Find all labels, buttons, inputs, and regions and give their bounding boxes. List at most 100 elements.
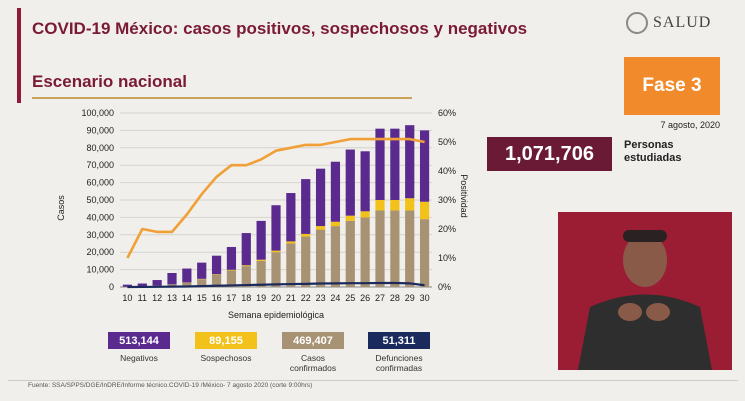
- y-tick-label: 60,000: [86, 178, 114, 188]
- bar-segment: [345, 220, 355, 287]
- bar-segment: [256, 259, 266, 261]
- sign-language-interpreter-video: [558, 212, 732, 370]
- bar-segment: [226, 270, 237, 287]
- y2-tick-label: 50%: [438, 137, 456, 147]
- bar-segment: [360, 151, 370, 212]
- bar-segment: [167, 272, 177, 285]
- bar-segment: [419, 201, 430, 220]
- bar-segment: [256, 220, 266, 260]
- x-tick-label: 13: [167, 293, 177, 303]
- bar-segment: [301, 179, 311, 234]
- stat-value: 89,155: [195, 332, 257, 349]
- stat-label: Defunciones confirmadas: [375, 353, 423, 373]
- bar-segment: [315, 229, 326, 287]
- y-tick-label: 0: [109, 282, 114, 292]
- x-tick-label: 21: [286, 293, 296, 303]
- y-tick-label: 100,000: [81, 108, 114, 118]
- stat-3: 51,311 Defunciones confirmadas: [368, 332, 430, 373]
- x-tick-label: 20: [271, 293, 281, 303]
- bar-segment: [286, 241, 296, 244]
- x-tick-label: 27: [375, 293, 385, 303]
- bar-segment: [405, 198, 415, 211]
- y-tick-label: 40,000: [86, 212, 114, 222]
- fase-badge: Fase 3: [624, 57, 720, 115]
- bar-segment: [241, 265, 251, 267]
- page-title: COVID-19 México: casos positivos, sospec…: [32, 19, 528, 38]
- stat-label: Casos confirmados: [289, 353, 337, 373]
- bar-segment: [241, 233, 251, 266]
- footer-divider: [8, 380, 738, 381]
- bar-segment: [330, 221, 341, 227]
- x-tick-label: 29: [405, 293, 415, 303]
- bar-segment: [197, 279, 207, 287]
- bar-segment: [271, 252, 281, 287]
- x-tick-label: 19: [256, 293, 266, 303]
- x-tick-label: 23: [316, 293, 326, 303]
- bar-segment: [345, 215, 355, 221]
- source-footnote: Fuente: SSA/SPPS/DGE/InDRE/Informe técni…: [28, 382, 313, 389]
- y2-tick-label: 40%: [438, 166, 456, 176]
- y-tick-label: 20,000: [86, 247, 114, 257]
- bar-segment: [330, 161, 341, 222]
- bar-segment: [271, 205, 281, 251]
- accent-stripe: [17, 8, 21, 103]
- x-tick-label: 15: [197, 293, 207, 303]
- report-date: 7 agosto, 2020: [660, 120, 720, 130]
- bar-segment: [375, 210, 385, 287]
- salud-logo: SALUD: [626, 12, 711, 34]
- bar-segment: [211, 274, 222, 275]
- x-tick-label: 12: [152, 293, 162, 303]
- y-tick-label: 90,000: [86, 125, 114, 135]
- stat-0: 513,144 Negativos: [108, 332, 170, 363]
- bar-segment: [375, 200, 385, 211]
- stat-value: 51,311: [368, 332, 430, 349]
- bar-segment: [152, 280, 162, 286]
- bar-segment: [271, 250, 281, 253]
- subtitle-underline: [32, 97, 412, 99]
- stat-label: Negativos: [120, 353, 158, 363]
- interpreter-icon: [578, 230, 712, 370]
- bar-segment: [390, 128, 400, 200]
- bar-segment: [226, 246, 237, 270]
- x-tick-label: 24: [330, 293, 340, 303]
- bar-segment: [182, 268, 192, 283]
- bar-segment: [182, 282, 192, 287]
- bar-segment: [256, 260, 266, 287]
- bar-segment: [286, 193, 296, 242]
- y2-axis-title: Positividad: [459, 174, 469, 218]
- bar-segment: [405, 210, 415, 287]
- tested-label: Personas estudiadas: [624, 139, 682, 164]
- y-tick-label: 30,000: [86, 230, 114, 240]
- y-tick-label: 70,000: [86, 160, 114, 170]
- seal-icon: [626, 12, 648, 34]
- x-tick-label: 17: [226, 293, 236, 303]
- bar-segment: [390, 210, 400, 287]
- positivity-line: [126, 137, 425, 259]
- deaths-line: [127, 281, 425, 289]
- stat-1: 89,155 Sospechosos: [195, 332, 257, 363]
- logo-text: SALUD: [653, 14, 712, 31]
- bar-segment: [390, 200, 400, 211]
- bar-segment: [405, 125, 415, 199]
- stat-value: 469,407: [282, 332, 344, 349]
- bar-segment: [286, 243, 296, 287]
- bar-segment: [419, 219, 430, 287]
- bar-segment: [360, 217, 370, 287]
- bar-segment: [375, 128, 385, 200]
- bar-segment: [315, 168, 326, 227]
- bar-segment: [241, 266, 251, 287]
- x-tick-label: 28: [390, 293, 400, 303]
- x-tick-label: 18: [241, 293, 251, 303]
- y-tick-label: 50,000: [86, 195, 114, 205]
- bar-segment: [330, 226, 341, 287]
- y2-tick-label: 30%: [438, 195, 456, 205]
- bar-segment: [122, 284, 133, 287]
- x-tick-label: 11: [138, 293, 147, 303]
- x-tick-label: 26: [360, 293, 370, 303]
- bar-segment: [345, 149, 355, 216]
- x-tick-label: 14: [182, 293, 192, 303]
- bar-segment: [419, 130, 430, 202]
- y-tick-label: 10,000: [86, 265, 114, 275]
- x-tick-label: 16: [212, 293, 222, 303]
